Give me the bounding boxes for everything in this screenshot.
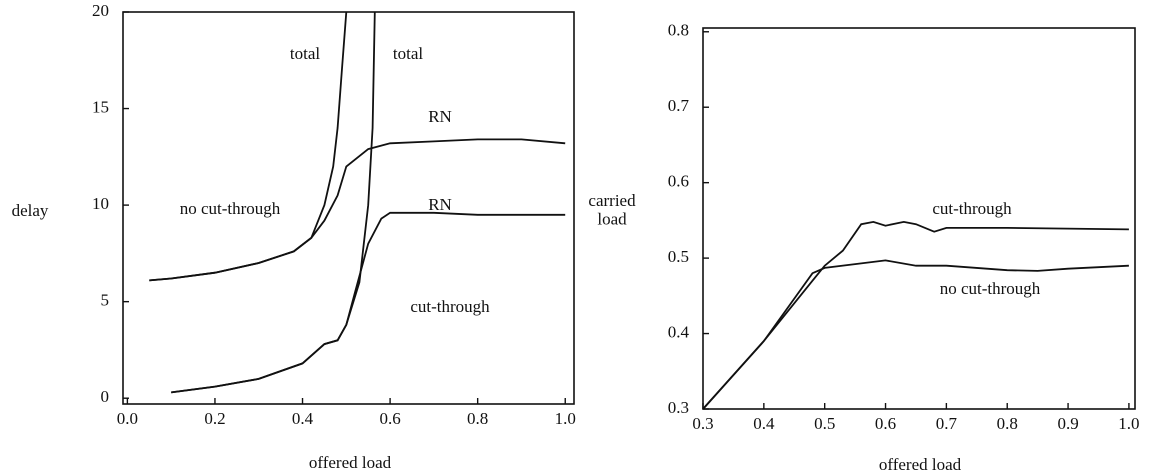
annotation: cut-through [410,297,490,316]
y-tick-label: 0.7 [668,96,690,115]
x-tick-label: 0.9 [1057,414,1078,433]
series-label: total [393,44,423,63]
y-tick-label: 0.4 [668,322,690,341]
series-label: RN [428,195,452,214]
x-tick-label: 0.6 [379,409,400,428]
y-tick-label: 0.6 [668,172,689,191]
y-tick-label: 15 [92,97,109,116]
series-label: total [290,44,320,63]
x-tick-label: 0.8 [467,409,488,428]
series-label: RN [428,107,452,126]
x-tick-label: 1.0 [555,409,576,428]
y-axis-label: delay [12,201,49,220]
x-tick-label: 0.0 [117,409,138,428]
x-axis-label: offered load [879,455,962,474]
curve [149,138,566,282]
x-tick-label: 0.4 [753,414,775,433]
plot-frame [122,11,575,405]
curve [702,259,1129,410]
x-tick-label: 1.0 [1118,414,1139,433]
y-tick-label: 0.3 [668,398,689,417]
y-tick-label: 10 [92,194,109,213]
x-tick-label: 0.4 [292,409,314,428]
plot-frame [702,27,1136,410]
x-tick-label: 0.2 [204,409,225,428]
series-label: no cut-through [940,279,1041,298]
x-tick-label: 0.8 [997,414,1018,433]
y-tick-label: 0.8 [668,21,689,40]
series-label: cut-through [932,199,1012,218]
annotation: no cut-through [180,199,281,218]
y-axis-label: carried load [588,191,636,229]
x-tick-label: 0.3 [692,414,713,433]
y-tick-label: 5 [101,291,110,310]
y-tick-label: 0.5 [668,247,689,266]
y-tick-label: 20 [92,1,109,20]
curve [702,220,1129,410]
x-axis-label: offered load [309,453,392,472]
x-tick-label: 0.6 [875,414,896,433]
curve [171,211,566,394]
x-tick-label: 0.7 [936,414,958,433]
x-tick-label: 0.5 [814,414,835,433]
y-tick-label: 0 [101,387,110,406]
